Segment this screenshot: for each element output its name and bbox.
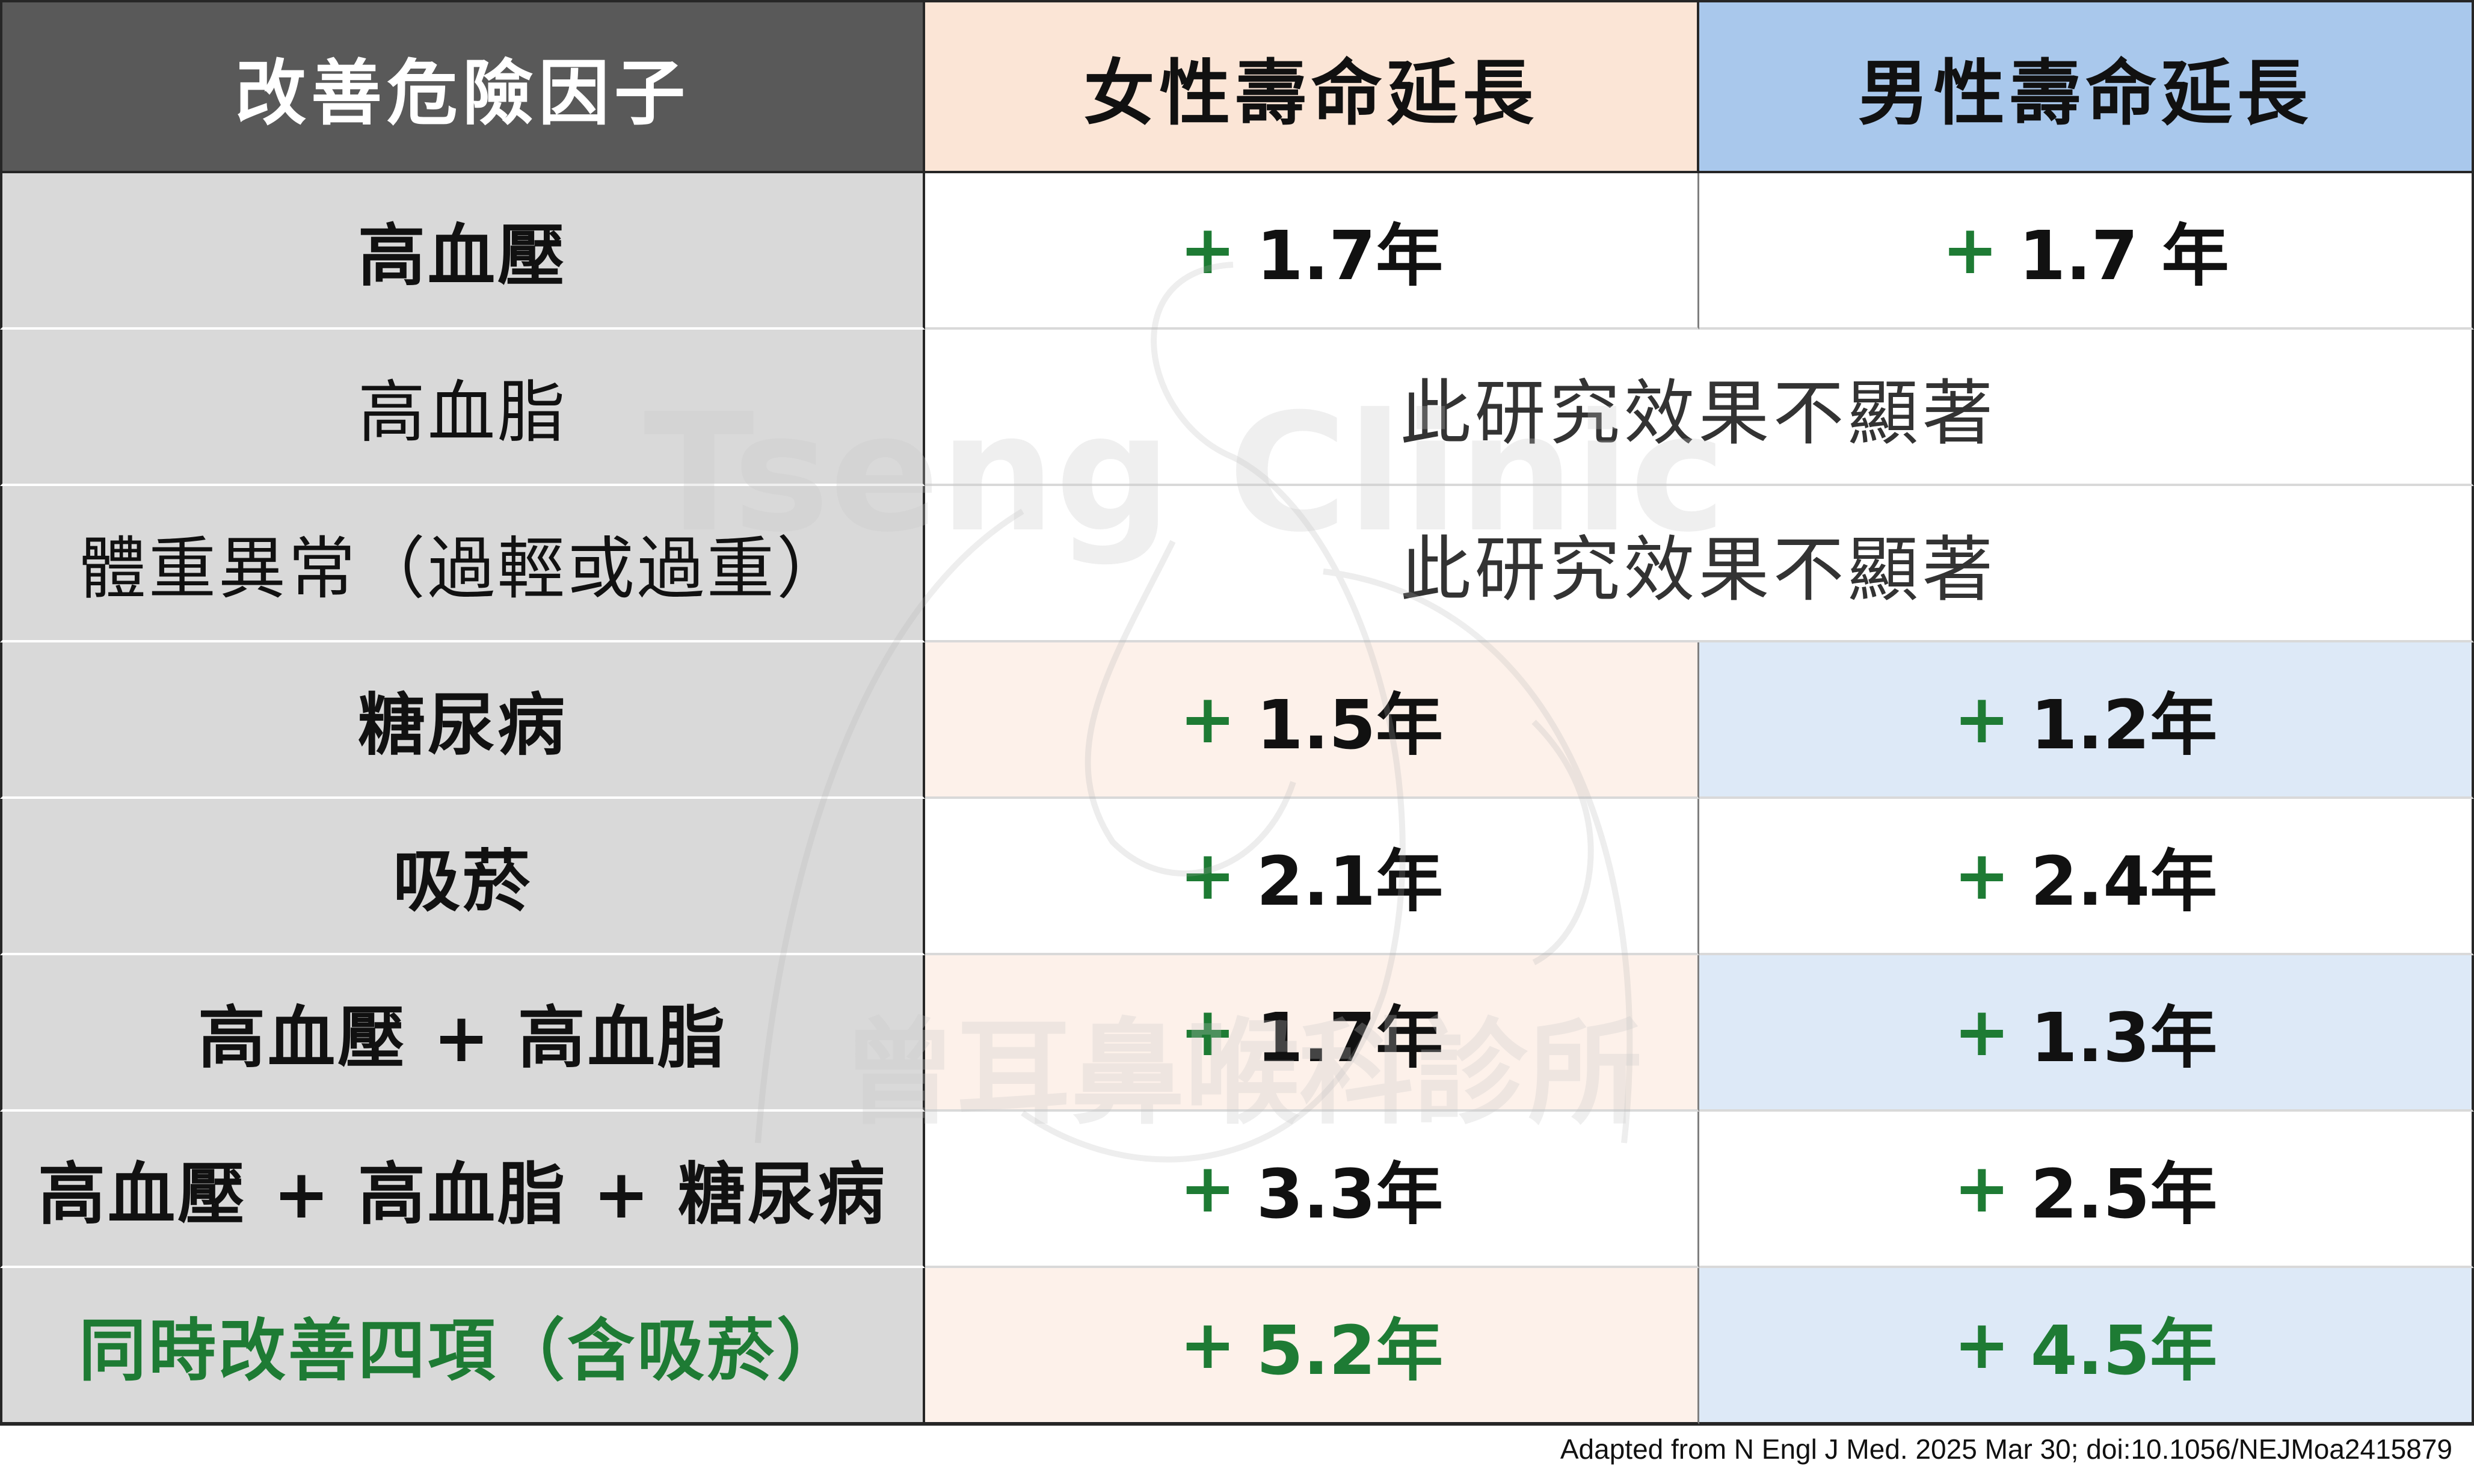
life-extension-table: 改善危險因子 女性壽命延長 男性壽命延長 高血壓 +1.7年 +1.7 年 高血…	[0, 0, 2474, 1426]
factor-three-combined: 高血壓 + 高血脂 + 糖尿病	[0, 1112, 925, 1268]
header-factor: 改善危險因子	[0, 0, 925, 173]
plus-sign: +	[1179, 993, 1236, 1071]
factor-diabetes: 糖尿病	[0, 642, 925, 799]
plus-sign: +	[1179, 1150, 1236, 1228]
male-value-all-four: +4.5年	[1699, 1268, 2474, 1424]
plus-sign: +	[1179, 1306, 1236, 1384]
male-value-hypertension-hyperlipidemia: +1.3年	[1699, 955, 2474, 1112]
male-value-smoking: +2.4年	[1699, 799, 2474, 955]
factor-abnormal-weight: 體重異常（過輕或過重）	[0, 486, 925, 642]
factor-hypertension-hyperlipidemia: 高血壓 + 高血脂	[0, 955, 925, 1112]
female-value-three-combined: +3.3年	[925, 1112, 1699, 1268]
male-value-text: 2.5年	[2030, 1156, 2218, 1234]
female-value-text: 1.5年	[1256, 686, 1444, 765]
factor-smoking: 吸菸	[0, 799, 925, 955]
male-value-text: 1.2年	[2030, 686, 2218, 765]
female-value-diabetes: +1.5年	[925, 642, 1699, 799]
plus-sign: +	[1179, 680, 1236, 759]
plus-sign: +	[1953, 1150, 2010, 1228]
female-value-text: 5.2年	[1256, 1312, 1444, 1390]
plus-sign: +	[1953, 837, 2010, 915]
male-value-diabetes: +1.2年	[1699, 642, 2474, 799]
plus-sign: +	[1953, 1306, 2010, 1384]
header-male: 男性壽命延長	[1699, 0, 2474, 173]
female-value-hypertension: +1.7年	[925, 173, 1699, 330]
female-value-text: 3.3年	[1256, 1156, 1444, 1234]
factor-hypertension: 高血壓	[0, 173, 925, 330]
source-citation: Adapted from N Engl J Med. 2025 Mar 30; …	[1560, 1433, 2452, 1465]
female-value-all-four: +5.2年	[925, 1268, 1699, 1424]
female-value-text: 1.7年	[1256, 999, 1444, 1077]
male-value-text: 1.7 年	[2019, 217, 2229, 295]
female-value-text: 1.7年	[1256, 217, 1444, 295]
plus-sign: +	[1953, 680, 2010, 759]
male-value-three-combined: +2.5年	[1699, 1112, 2474, 1268]
factor-all-four: 同時改善四項（含吸菸）	[0, 1268, 925, 1424]
merged-not-significant-weight: 此研究效果不顯著	[925, 486, 2474, 642]
male-value-hypertension: +1.7 年	[1699, 173, 2474, 330]
header-female: 女性壽命延長	[925, 0, 1699, 173]
plus-sign: +	[1179, 211, 1236, 289]
plus-sign: +	[1953, 993, 2010, 1071]
female-value-text: 2.1年	[1256, 843, 1444, 921]
plus-sign: +	[1942, 211, 1999, 289]
merged-not-significant-hyperlipidemia: 此研究效果不顯著	[925, 330, 2474, 486]
female-value-hypertension-hyperlipidemia: +1.7年	[925, 955, 1699, 1112]
female-value-smoking: +2.1年	[925, 799, 1699, 955]
factor-hyperlipidemia: 高血脂	[0, 330, 925, 486]
male-value-text: 4.5年	[2030, 1312, 2218, 1390]
plus-sign: +	[1179, 837, 1236, 915]
male-value-text: 1.3年	[2030, 999, 2218, 1077]
male-value-text: 2.4年	[2030, 843, 2218, 921]
